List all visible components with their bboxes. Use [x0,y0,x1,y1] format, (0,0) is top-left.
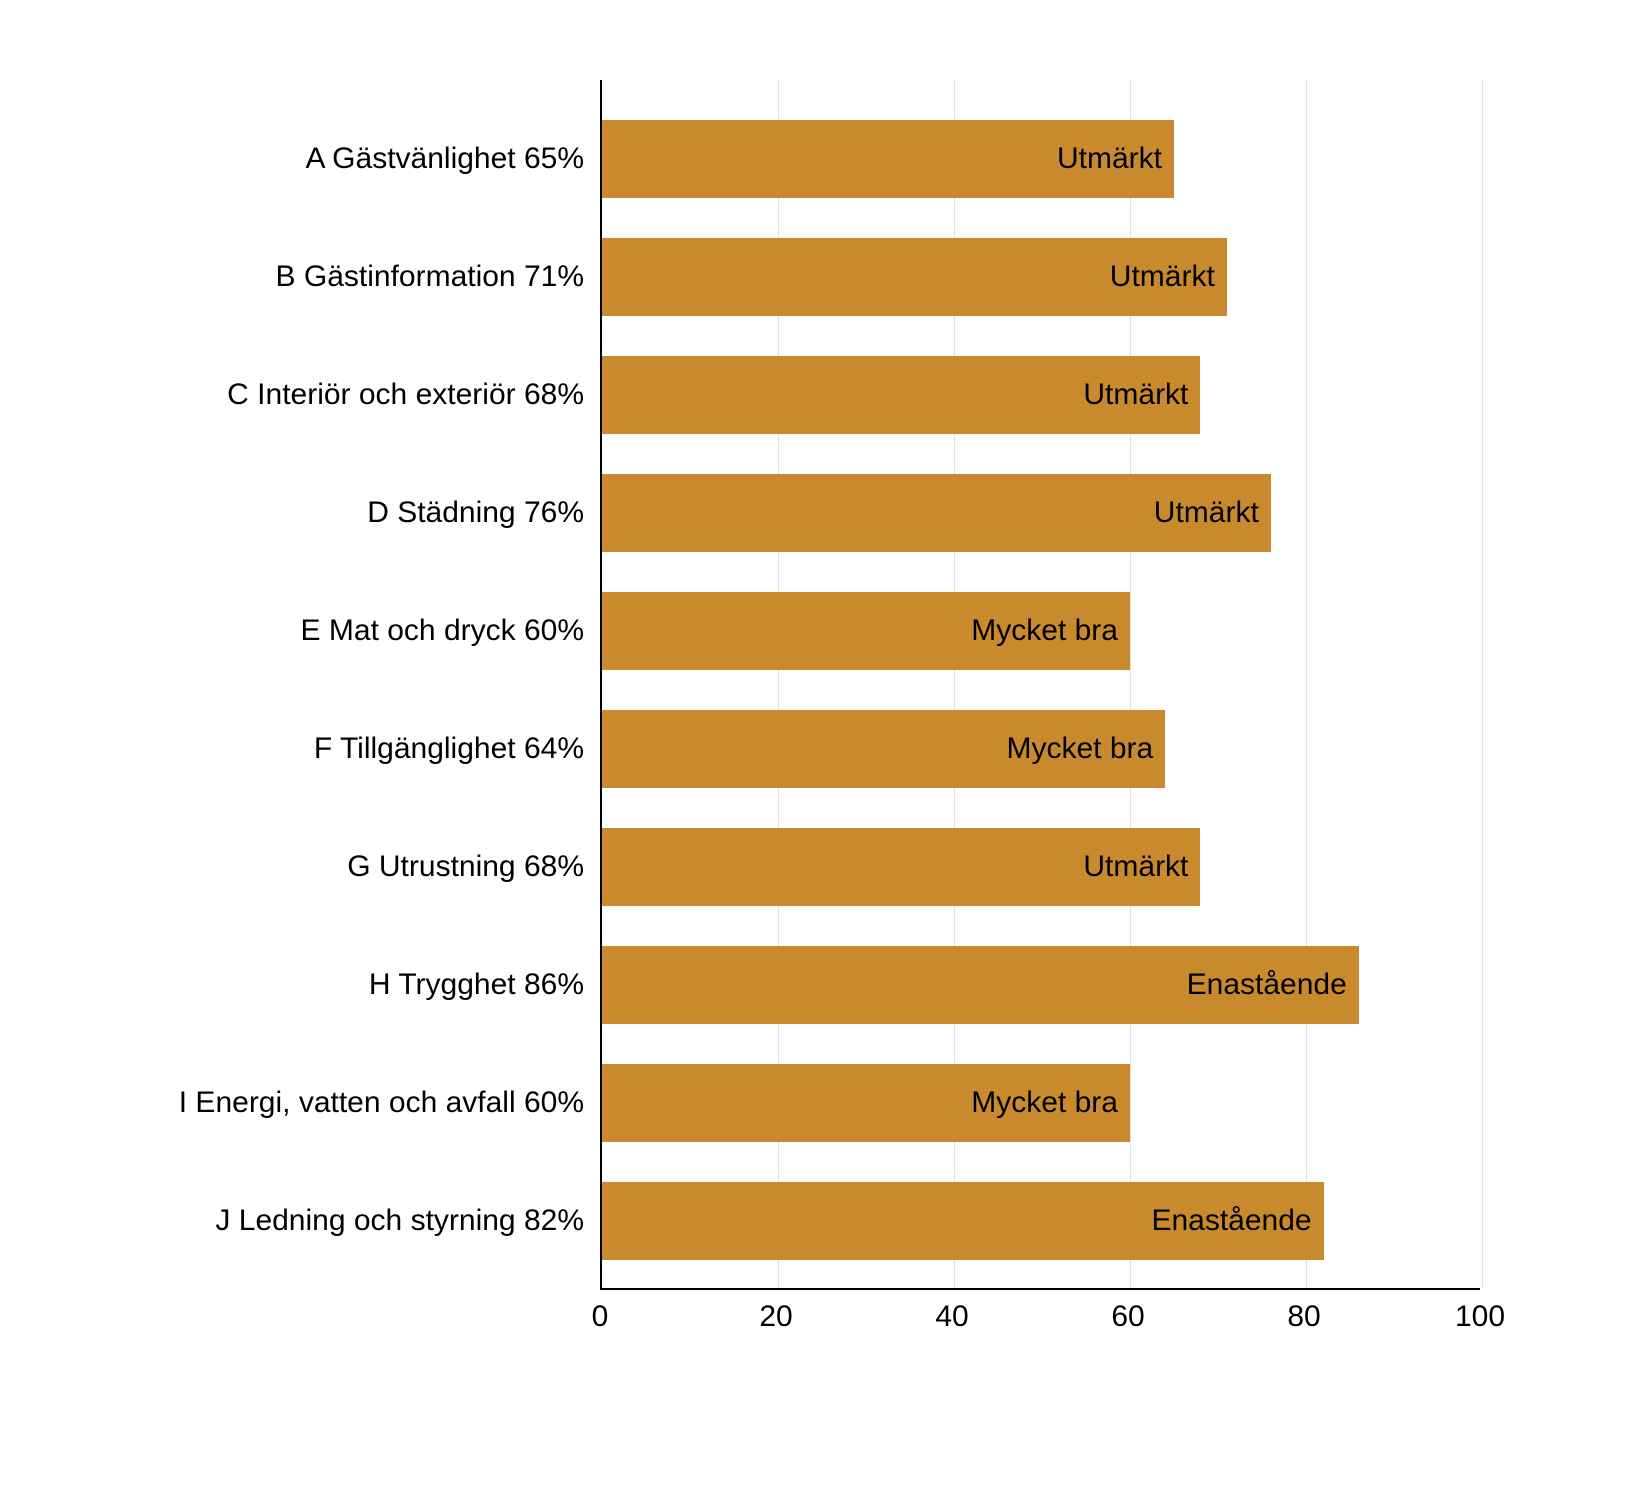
bar-rating-label: Mycket bra [971,1086,1118,1120]
bar-rating-label: Utmärkt [1083,850,1188,884]
bar-rating-label: Enastående [1151,1204,1311,1238]
bar-rating-label: Utmärkt [1083,378,1188,412]
category-label: E Mat och dryck 60% [301,614,584,648]
bar: Utmärkt [602,356,1200,434]
category-label: H Trygghet 86% [369,968,584,1002]
x-tick-label: 60 [1111,1300,1144,1334]
bar: Enastående [602,1182,1324,1260]
x-tick-label: 40 [935,1300,968,1334]
plot-area: UtmärktA Gästvänlighet 65%UtmärktB Gästi… [600,80,1480,1290]
category-label: D Städning 76% [367,496,584,530]
bar: Utmärkt [602,474,1271,552]
chart-container: Utmärkt A Gästvänlighet 65% Utmärkt B Gästi… [180,80,1520,1420]
bar-rating-label: Utmärkt [1154,496,1259,530]
category-label: I Energi, vatten och avfall 60% [179,1086,584,1120]
x-tick-label: 100 [1455,1300,1505,1334]
bar: Utmärkt [602,238,1227,316]
bar: Utmärkt [602,120,1174,198]
bar: Mycket bra [602,1064,1130,1142]
gridline [1306,80,1307,1288]
category-label: J Ledning och styrning 82% [215,1204,584,1238]
bar-rating-label: Mycket bra [1006,732,1153,766]
bar: Mycket bra [602,592,1130,670]
bar: Utmärkt [602,828,1200,906]
bar-rating-label: Mycket bra [971,614,1118,648]
x-tick-label: 80 [1287,1300,1320,1334]
bar-rating-label: Utmärkt [1110,260,1215,294]
category-label: A Gästvänlighet 65% [305,142,584,176]
category-label: F Tillgänglighet 64% [314,732,584,766]
category-label: B Gästinformation 71% [276,260,584,294]
category-label: C Interiör och exteriör 68% [227,378,584,412]
bar: Mycket bra [602,710,1165,788]
gridline [1482,80,1483,1288]
x-tick-label: 0 [592,1300,609,1334]
bar-rating-label: Enastående [1187,968,1347,1002]
bar: Enastående [602,946,1359,1024]
category-label: G Utrustning 68% [347,850,584,884]
x-tick-label: 20 [759,1300,792,1334]
bar-rating-label: Utmärkt [1057,142,1162,176]
